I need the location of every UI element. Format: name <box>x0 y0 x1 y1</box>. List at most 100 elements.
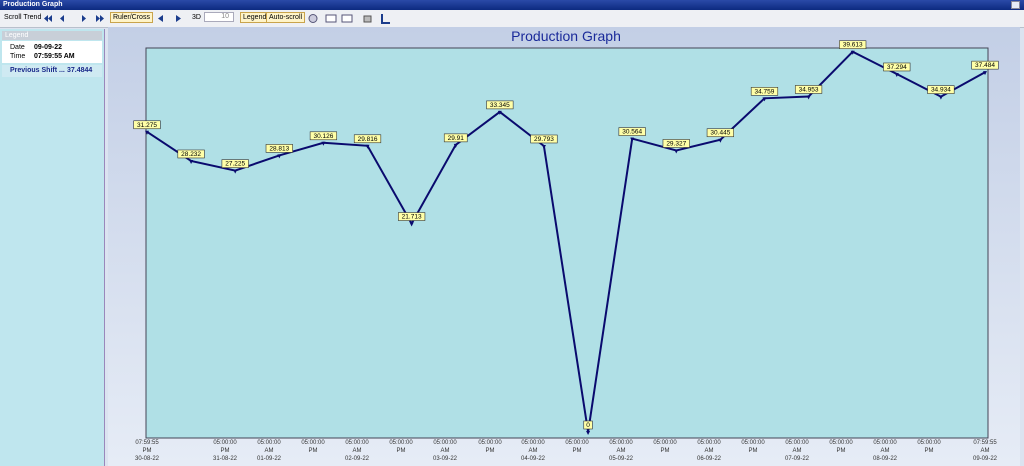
data-label-box <box>133 120 161 130</box>
data-label: 34.759 <box>755 88 775 95</box>
data-marker <box>850 50 855 55</box>
scroll-arrows[interactable] <box>44 14 104 23</box>
auto-scroll-button[interactable]: Auto-scroll <box>266 12 306 23</box>
x-tick-label: AM <box>793 448 802 454</box>
x-tick-label: 08-09-22 <box>873 456 898 462</box>
series-value: 37.4844 <box>67 67 93 74</box>
x-tick-label: PM <box>397 448 406 454</box>
legend-info: Date 09-09-22 Time 07:59:55 AM <box>2 41 102 63</box>
data-label: 29.327 <box>666 140 686 147</box>
x-tick-label: PM <box>221 448 230 454</box>
legend-series-row[interactable]: Previous Shift ... 37.4844 <box>2 65 102 77</box>
data-marker <box>630 137 635 142</box>
x-tick-label: AM <box>617 448 626 454</box>
title-bar: Production Graph <box>0 0 1024 10</box>
plot-area <box>145 47 989 439</box>
data-label: 30.564 <box>622 129 642 136</box>
x-tick-label: PM <box>309 448 318 454</box>
data-label-box <box>750 87 779 96</box>
data-marker <box>894 72 899 77</box>
data-label-box <box>583 420 593 430</box>
ruler-cross-button[interactable]: Ruler/Cross <box>110 12 153 23</box>
x-tick-label: AM <box>881 448 890 454</box>
x-tick-label: 04-09-22 <box>521 456 546 462</box>
x-tick-label: 05:00:00 <box>565 440 589 446</box>
x-tick-label: 09-09-22 <box>973 456 998 462</box>
date-value: 09-09-22 <box>34 44 63 51</box>
data-label-box <box>883 62 911 72</box>
x-tick-label: PM <box>925 448 934 454</box>
x-tick-label: 01-09-22 <box>257 456 282 462</box>
x-tick-label: 05:00:00 <box>653 440 677 446</box>
data-marker <box>497 110 502 115</box>
data-label-box <box>486 100 514 110</box>
data-label: 30.445 <box>710 130 730 137</box>
data-label: 29.91 <box>448 135 465 142</box>
x-tick-label: PM <box>486 448 495 454</box>
x-tick-label: AM <box>981 448 990 454</box>
x-tick-label: 05:00:00 <box>741 440 765 446</box>
x-tick-label: AM <box>705 448 714 454</box>
data-label: 34.953 <box>799 86 819 93</box>
x-tick-label: 30-08-22 <box>135 456 160 462</box>
data-marker <box>586 431 591 435</box>
depth-input[interactable]: 10 <box>204 12 234 22</box>
data-label-box <box>618 127 646 136</box>
data-marker <box>453 143 458 148</box>
toolbar-icons[interactable] <box>308 13 392 24</box>
data-label-box <box>443 133 468 143</box>
x-tick-label: 05:00:00 <box>785 440 809 446</box>
data-label: 21.713 <box>402 214 422 221</box>
x-tick-label: AM <box>441 448 450 454</box>
x-tick-label: AM <box>529 448 538 454</box>
time-value: 07:59:55 AM <box>34 53 75 60</box>
data-label: 33.345 <box>490 102 510 109</box>
x-tick-label: PM <box>143 448 152 454</box>
window-title: Production Graph <box>3 1 63 8</box>
x-tick-label: 05:00:00 <box>873 440 897 446</box>
close-button[interactable] <box>1011 1 1020 9</box>
chart-title: Production Graph <box>511 28 621 44</box>
x-tick-label: 02-09-22 <box>345 456 370 462</box>
x-tick-label: PM <box>749 448 758 454</box>
step-arrows[interactable] <box>158 14 186 23</box>
x-tick-label: 05:00:00 <box>917 440 941 446</box>
legend-button[interactable]: Legend <box>240 12 270 23</box>
x-tick-label: 07:59:55 <box>973 440 997 446</box>
x-tick-label: 05:00:00 <box>345 440 369 446</box>
data-marker <box>718 138 723 143</box>
data-label: 29.816 <box>358 136 378 143</box>
x-tick-label: 05:00:00 <box>609 440 633 446</box>
data-marker <box>541 144 546 149</box>
data-label-box <box>706 128 734 138</box>
data-label: 28.232 <box>181 151 201 158</box>
x-tick-label: PM <box>661 448 670 454</box>
x-tick-label: PM <box>837 448 846 454</box>
chart: Production Graph 07:59:55 PM 30-08-22 05:00… <box>108 27 1020 466</box>
3d-label: 3D <box>192 14 201 21</box>
x-tick-label: 05:00:00 <box>697 440 721 446</box>
data-label: 37.484 <box>975 62 995 69</box>
data-label: 39.613 <box>843 42 863 49</box>
x-tick-label: 05-09-22 <box>609 456 634 462</box>
x-tick-label: 05:00:00 <box>478 440 502 446</box>
x-tick-label: 05:00:00 <box>301 440 325 446</box>
data-marker <box>938 95 943 100</box>
data-marker <box>145 130 149 135</box>
legend-panel: Legend Date 09-09-22 Time 07:59:55 AM Pr… <box>0 29 105 466</box>
x-tick-label: 31-08-22 <box>213 456 238 462</box>
x-tick-label: 07-09-22 <box>785 456 810 462</box>
data-label-box <box>839 40 867 50</box>
x-tick-label: 05:00:00 <box>433 440 457 446</box>
x-tick-label: PM <box>573 448 582 454</box>
data-label: 29.793 <box>534 136 554 143</box>
data-marker <box>321 141 326 146</box>
data-marker <box>409 222 414 227</box>
x-tick-label: 05:00:00 <box>257 440 281 446</box>
data-label: 37.294 <box>887 64 907 71</box>
data-label-box <box>221 159 249 168</box>
data-marker <box>806 95 811 100</box>
data-marker <box>233 169 238 174</box>
x-tick-label: 05:00:00 <box>213 440 237 446</box>
